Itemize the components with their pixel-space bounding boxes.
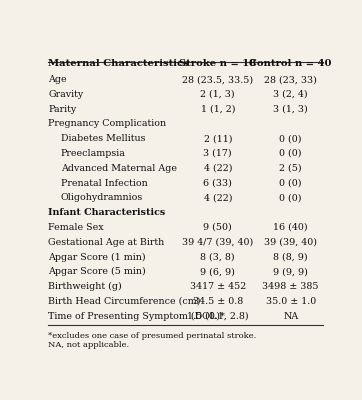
Text: NA: NA bbox=[283, 312, 298, 321]
Text: 8 (3, 8): 8 (3, 8) bbox=[201, 252, 235, 262]
Text: Prenatal Infection: Prenatal Infection bbox=[61, 178, 147, 188]
Text: Time of Presenting Symptom (DOL)*: Time of Presenting Symptom (DOL)* bbox=[48, 312, 225, 321]
Text: 28 (23, 33): 28 (23, 33) bbox=[264, 75, 317, 84]
Text: 39 (39, 40): 39 (39, 40) bbox=[264, 238, 317, 247]
Text: 39 4/7 (39, 40): 39 4/7 (39, 40) bbox=[182, 238, 253, 247]
Text: Apgar Score (5 min): Apgar Score (5 min) bbox=[48, 267, 146, 276]
Text: 4 (22): 4 (22) bbox=[203, 193, 232, 202]
Text: Gravity: Gravity bbox=[48, 90, 83, 99]
Text: Pregnancy Complication: Pregnancy Complication bbox=[48, 120, 166, 128]
Text: Infant Characteristics: Infant Characteristics bbox=[48, 208, 165, 217]
Text: Birth Head Circumference (cm): Birth Head Circumference (cm) bbox=[48, 297, 201, 306]
Text: 3 (1, 3): 3 (1, 3) bbox=[273, 105, 308, 114]
Text: 8 (8, 9): 8 (8, 9) bbox=[273, 252, 308, 262]
Text: 6 (33): 6 (33) bbox=[203, 178, 232, 188]
Text: Parity: Parity bbox=[48, 105, 76, 114]
Text: 28 (23.5, 33.5): 28 (23.5, 33.5) bbox=[182, 75, 253, 84]
Text: NA, not applicable.: NA, not applicable. bbox=[48, 341, 129, 349]
Text: 1.5 (0.1, 2.8): 1.5 (0.1, 2.8) bbox=[187, 312, 249, 321]
Text: 2 (5): 2 (5) bbox=[279, 164, 302, 173]
Text: Gestational Age at Birth: Gestational Age at Birth bbox=[48, 238, 164, 247]
Text: 0 (0): 0 (0) bbox=[279, 134, 302, 143]
Text: Control n = 40: Control n = 40 bbox=[249, 59, 332, 68]
Text: 3417 ± 452: 3417 ± 452 bbox=[190, 282, 246, 291]
Text: Age: Age bbox=[48, 75, 67, 84]
Text: 9 (50): 9 (50) bbox=[203, 223, 232, 232]
Text: 9 (6, 9): 9 (6, 9) bbox=[200, 267, 235, 276]
Text: Preeclampsia: Preeclampsia bbox=[61, 149, 126, 158]
Text: 16 (40): 16 (40) bbox=[273, 223, 308, 232]
Text: *excludes one case of presumed perinatal stroke.: *excludes one case of presumed perinatal… bbox=[48, 332, 256, 340]
Text: 3 (2, 4): 3 (2, 4) bbox=[273, 90, 308, 99]
Text: Birthweight (g): Birthweight (g) bbox=[48, 282, 122, 291]
Text: 35.0 ± 1.0: 35.0 ± 1.0 bbox=[266, 297, 316, 306]
Text: 0 (0): 0 (0) bbox=[279, 149, 302, 158]
Text: 3498 ± 385: 3498 ± 385 bbox=[262, 282, 319, 291]
Text: Advanced Maternal Age: Advanced Maternal Age bbox=[61, 164, 177, 173]
Text: 3 (17): 3 (17) bbox=[203, 149, 232, 158]
Text: Diabetes Mellitus: Diabetes Mellitus bbox=[61, 134, 145, 143]
Text: 2 (11): 2 (11) bbox=[203, 134, 232, 143]
Text: 2 (1, 3): 2 (1, 3) bbox=[201, 90, 235, 99]
Text: Female Sex: Female Sex bbox=[48, 223, 104, 232]
Text: Apgar Score (1 min): Apgar Score (1 min) bbox=[48, 252, 146, 262]
Text: 4 (22): 4 (22) bbox=[203, 164, 232, 173]
Text: Stroke n = 18: Stroke n = 18 bbox=[179, 59, 256, 68]
Text: 0 (0): 0 (0) bbox=[279, 178, 302, 188]
Text: 34.5 ± 0.8: 34.5 ± 0.8 bbox=[193, 297, 243, 306]
Text: 0 (0): 0 (0) bbox=[279, 193, 302, 202]
Text: Oligohydramnios: Oligohydramnios bbox=[61, 193, 143, 202]
Text: 9 (9, 9): 9 (9, 9) bbox=[273, 267, 308, 276]
Text: 1 (1, 2): 1 (1, 2) bbox=[201, 105, 235, 114]
Text: Maternal Characteristics: Maternal Characteristics bbox=[48, 59, 189, 68]
